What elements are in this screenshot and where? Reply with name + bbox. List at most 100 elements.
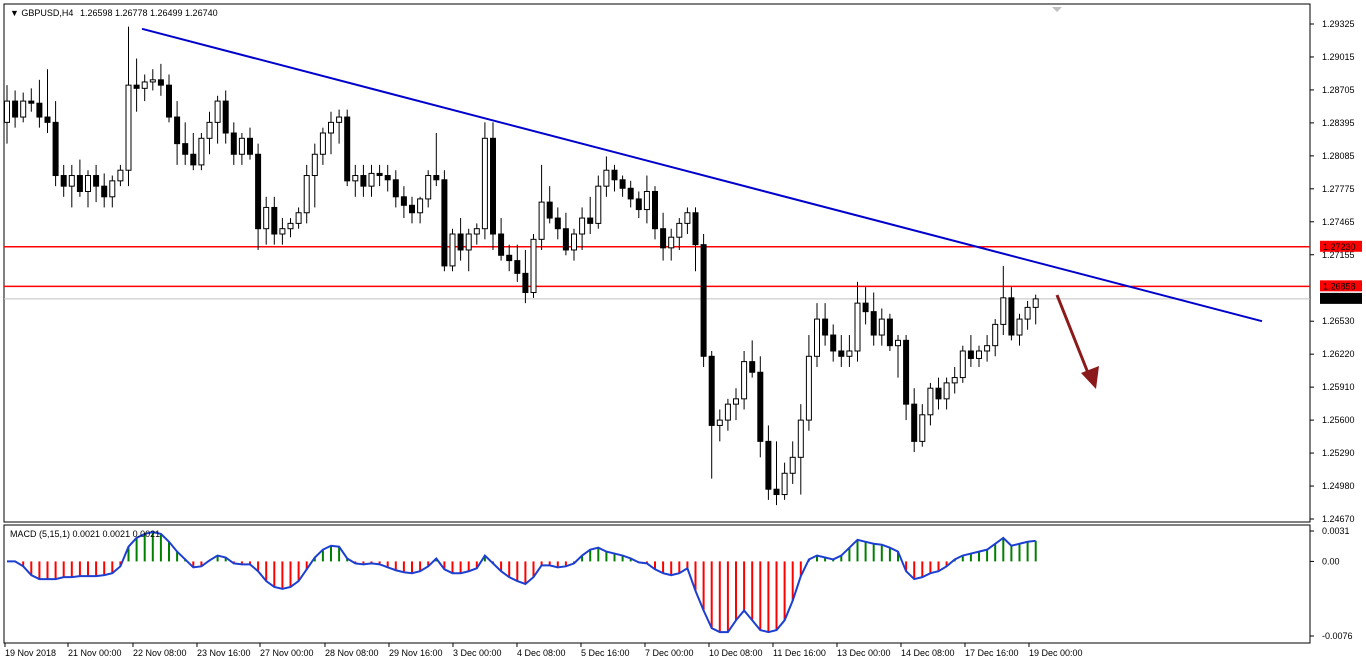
price-tick-label: 1.26220 [1322, 349, 1355, 359]
candle-bull [676, 222, 683, 238]
level-label: 1.26858 [1323, 281, 1356, 291]
candle-bull [319, 132, 326, 155]
candle-bull [919, 414, 926, 442]
chart-shift-icon[interactable] [1052, 7, 1062, 12]
candle-bear [93, 175, 100, 187]
time-tick-label: 22 Nov 08:00 [133, 648, 187, 658]
trendline[interactable] [141, 27, 1263, 323]
candle-bull [724, 403, 731, 421]
time-tick-label: 14 Dec 08:00 [901, 648, 955, 658]
candle-bull [530, 238, 537, 294]
candle-bull [571, 233, 577, 251]
candle-bull [846, 350, 853, 357]
price-tick-label: 1.28705 [1322, 85, 1355, 95]
chart-symbol: ▼ GBPUSD,H4 1.26598 1.26778 1.26499 1.26… [10, 8, 218, 18]
candle-bear [271, 206, 278, 235]
candle-bear [76, 175, 83, 192]
candle-bear [838, 350, 845, 357]
candle-bear [409, 204, 415, 214]
price-tick-label: 1.25600 [1322, 415, 1355, 425]
candle-bull [595, 185, 602, 224]
candle-bull [684, 212, 691, 224]
candle-bull [328, 121, 334, 134]
candle-bear [384, 175, 391, 181]
candle-bull [854, 302, 861, 352]
candle-bull [878, 318, 885, 336]
candle-bear [392, 179, 399, 198]
candle-bull [85, 175, 91, 192]
candle-bull [741, 361, 748, 400]
candle-bear [376, 172, 383, 177]
candle-bear [692, 212, 699, 246]
time-tick-label: 4 Dec 08:00 [517, 648, 566, 658]
price-tick-label: 1.27775 [1322, 184, 1355, 194]
price-tick-label: 1.25290 [1322, 448, 1355, 458]
candle-bull [20, 100, 27, 118]
macd-panel[interactable]: MACD (5,15,1) 0.0021 0.0021 0.0021 [3, 524, 1311, 644]
candle-bull [538, 201, 545, 240]
candle-bull [336, 116, 343, 123]
candle-bull [109, 180, 116, 198]
price-tick-label: 1.29015 [1322, 52, 1355, 62]
down-arrow[interactable] [1055, 294, 1099, 389]
candle-bear [757, 371, 764, 442]
candle-bear [562, 228, 569, 251]
candle-bear [886, 318, 893, 347]
candle-bear [52, 121, 59, 177]
candle-bear [247, 137, 253, 155]
time-tick-label: 23 Nov 16:00 [197, 648, 251, 658]
candle-bull [603, 169, 610, 187]
candle-bear [36, 102, 43, 118]
candle-bear [635, 198, 642, 211]
macd-header: MACD (5,15,1) 0.0021 0.0021 0.0021 [10, 529, 160, 539]
time-tick-label: 10 Dec 08:00 [709, 648, 763, 658]
candle-bull [263, 206, 270, 230]
candle-bull [449, 233, 456, 267]
candle-bear [157, 79, 164, 86]
candle-bull [789, 456, 796, 474]
candle-bull [992, 323, 999, 347]
price-tick-label: 1.27465 [1322, 217, 1355, 227]
level-label-bg [1320, 280, 1362, 292]
candle-bear [522, 272, 529, 294]
time-tick-label: 17 Dec 16:00 [965, 648, 1019, 658]
candle-bear [433, 175, 440, 181]
candle-bear [749, 361, 756, 373]
price-tick-label: 1.24670 [1322, 514, 1355, 524]
candle-bear [822, 318, 829, 336]
time-tick-label: 28 Nov 08:00 [325, 648, 379, 658]
candle-bull [733, 398, 739, 405]
time-tick-label: 13 Dec 00:00 [837, 648, 891, 658]
price-axis: 1.29325 1.29015 1.28705 1.28395 1.28085 1.277… [1310, 19, 1362, 524]
price-tick-label: 1.28085 [1322, 151, 1355, 161]
time-tick-label: 29 Nov 16:00 [389, 648, 443, 658]
candle-bear [765, 440, 772, 490]
candle-bear [1008, 297, 1015, 336]
candle-bear [660, 228, 667, 249]
candle-bear [133, 84, 140, 89]
candle-bear [457, 233, 464, 251]
price-tick-label: 1.27155 [1322, 250, 1355, 260]
candle-bear [830, 334, 837, 352]
candle-bear [344, 116, 351, 182]
price-panel[interactable]: ▼ GBPUSD,H4 1.26598 1.26778 1.26499 1.26… [3, 3, 1311, 523]
candle-bear [587, 217, 594, 224]
candles [4, 26, 1039, 506]
candle-bear [166, 84, 172, 118]
candle-bear [182, 143, 189, 155]
candle-bull [352, 175, 359, 182]
candle-bull [797, 419, 804, 458]
candle-bear [611, 169, 618, 181]
candle-bear [174, 116, 181, 145]
candle-bear [619, 179, 626, 189]
horizontal-levels [4, 246, 1310, 300]
candle-bull [295, 212, 302, 224]
candle-bear [441, 179, 448, 267]
candle-bull [4, 100, 10, 123]
macd-histogram [22, 531, 1037, 633]
candle-bull [473, 228, 480, 235]
candle-bear [498, 233, 505, 256]
candle-bear [400, 196, 407, 206]
time-axis: 19 Nov 2018 21 Nov 00:00 22 Nov 08:00 23 No… [4, 643, 1083, 658]
candle-bull [579, 217, 586, 235]
